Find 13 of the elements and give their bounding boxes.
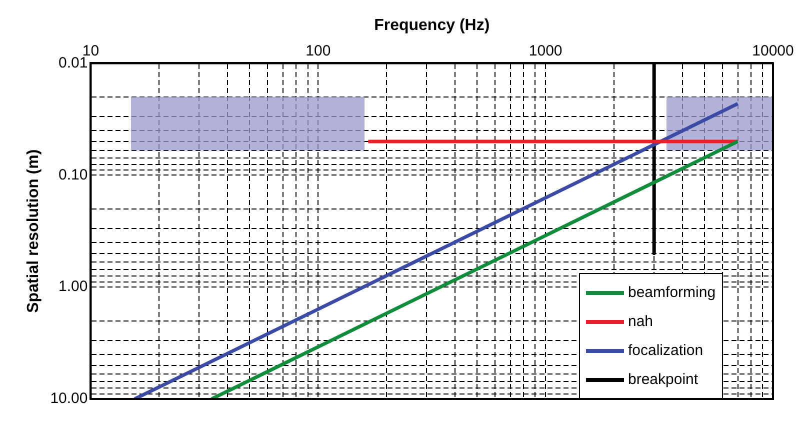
y-axis-title: Spatial resolution (m) — [25, 149, 42, 313]
legend-label: breakpoint — [628, 371, 698, 388]
y-tick-label: 0.01 — [58, 54, 88, 72]
x-axis-title: Frequency (Hz) — [374, 17, 490, 34]
x-tick-label: 10000 — [752, 42, 794, 60]
legend-label: nah — [628, 313, 654, 330]
y-tick-label: 1.00 — [58, 278, 88, 296]
y-tick-label: 10.00 — [50, 390, 88, 408]
x-tick-label: 100 — [306, 42, 331, 60]
y-tick-label: 0.10 — [58, 166, 88, 184]
legend-label: beamforming — [628, 284, 716, 301]
x-tick-label: 1000 — [528, 42, 562, 60]
legend-label: focalization — [628, 342, 704, 359]
